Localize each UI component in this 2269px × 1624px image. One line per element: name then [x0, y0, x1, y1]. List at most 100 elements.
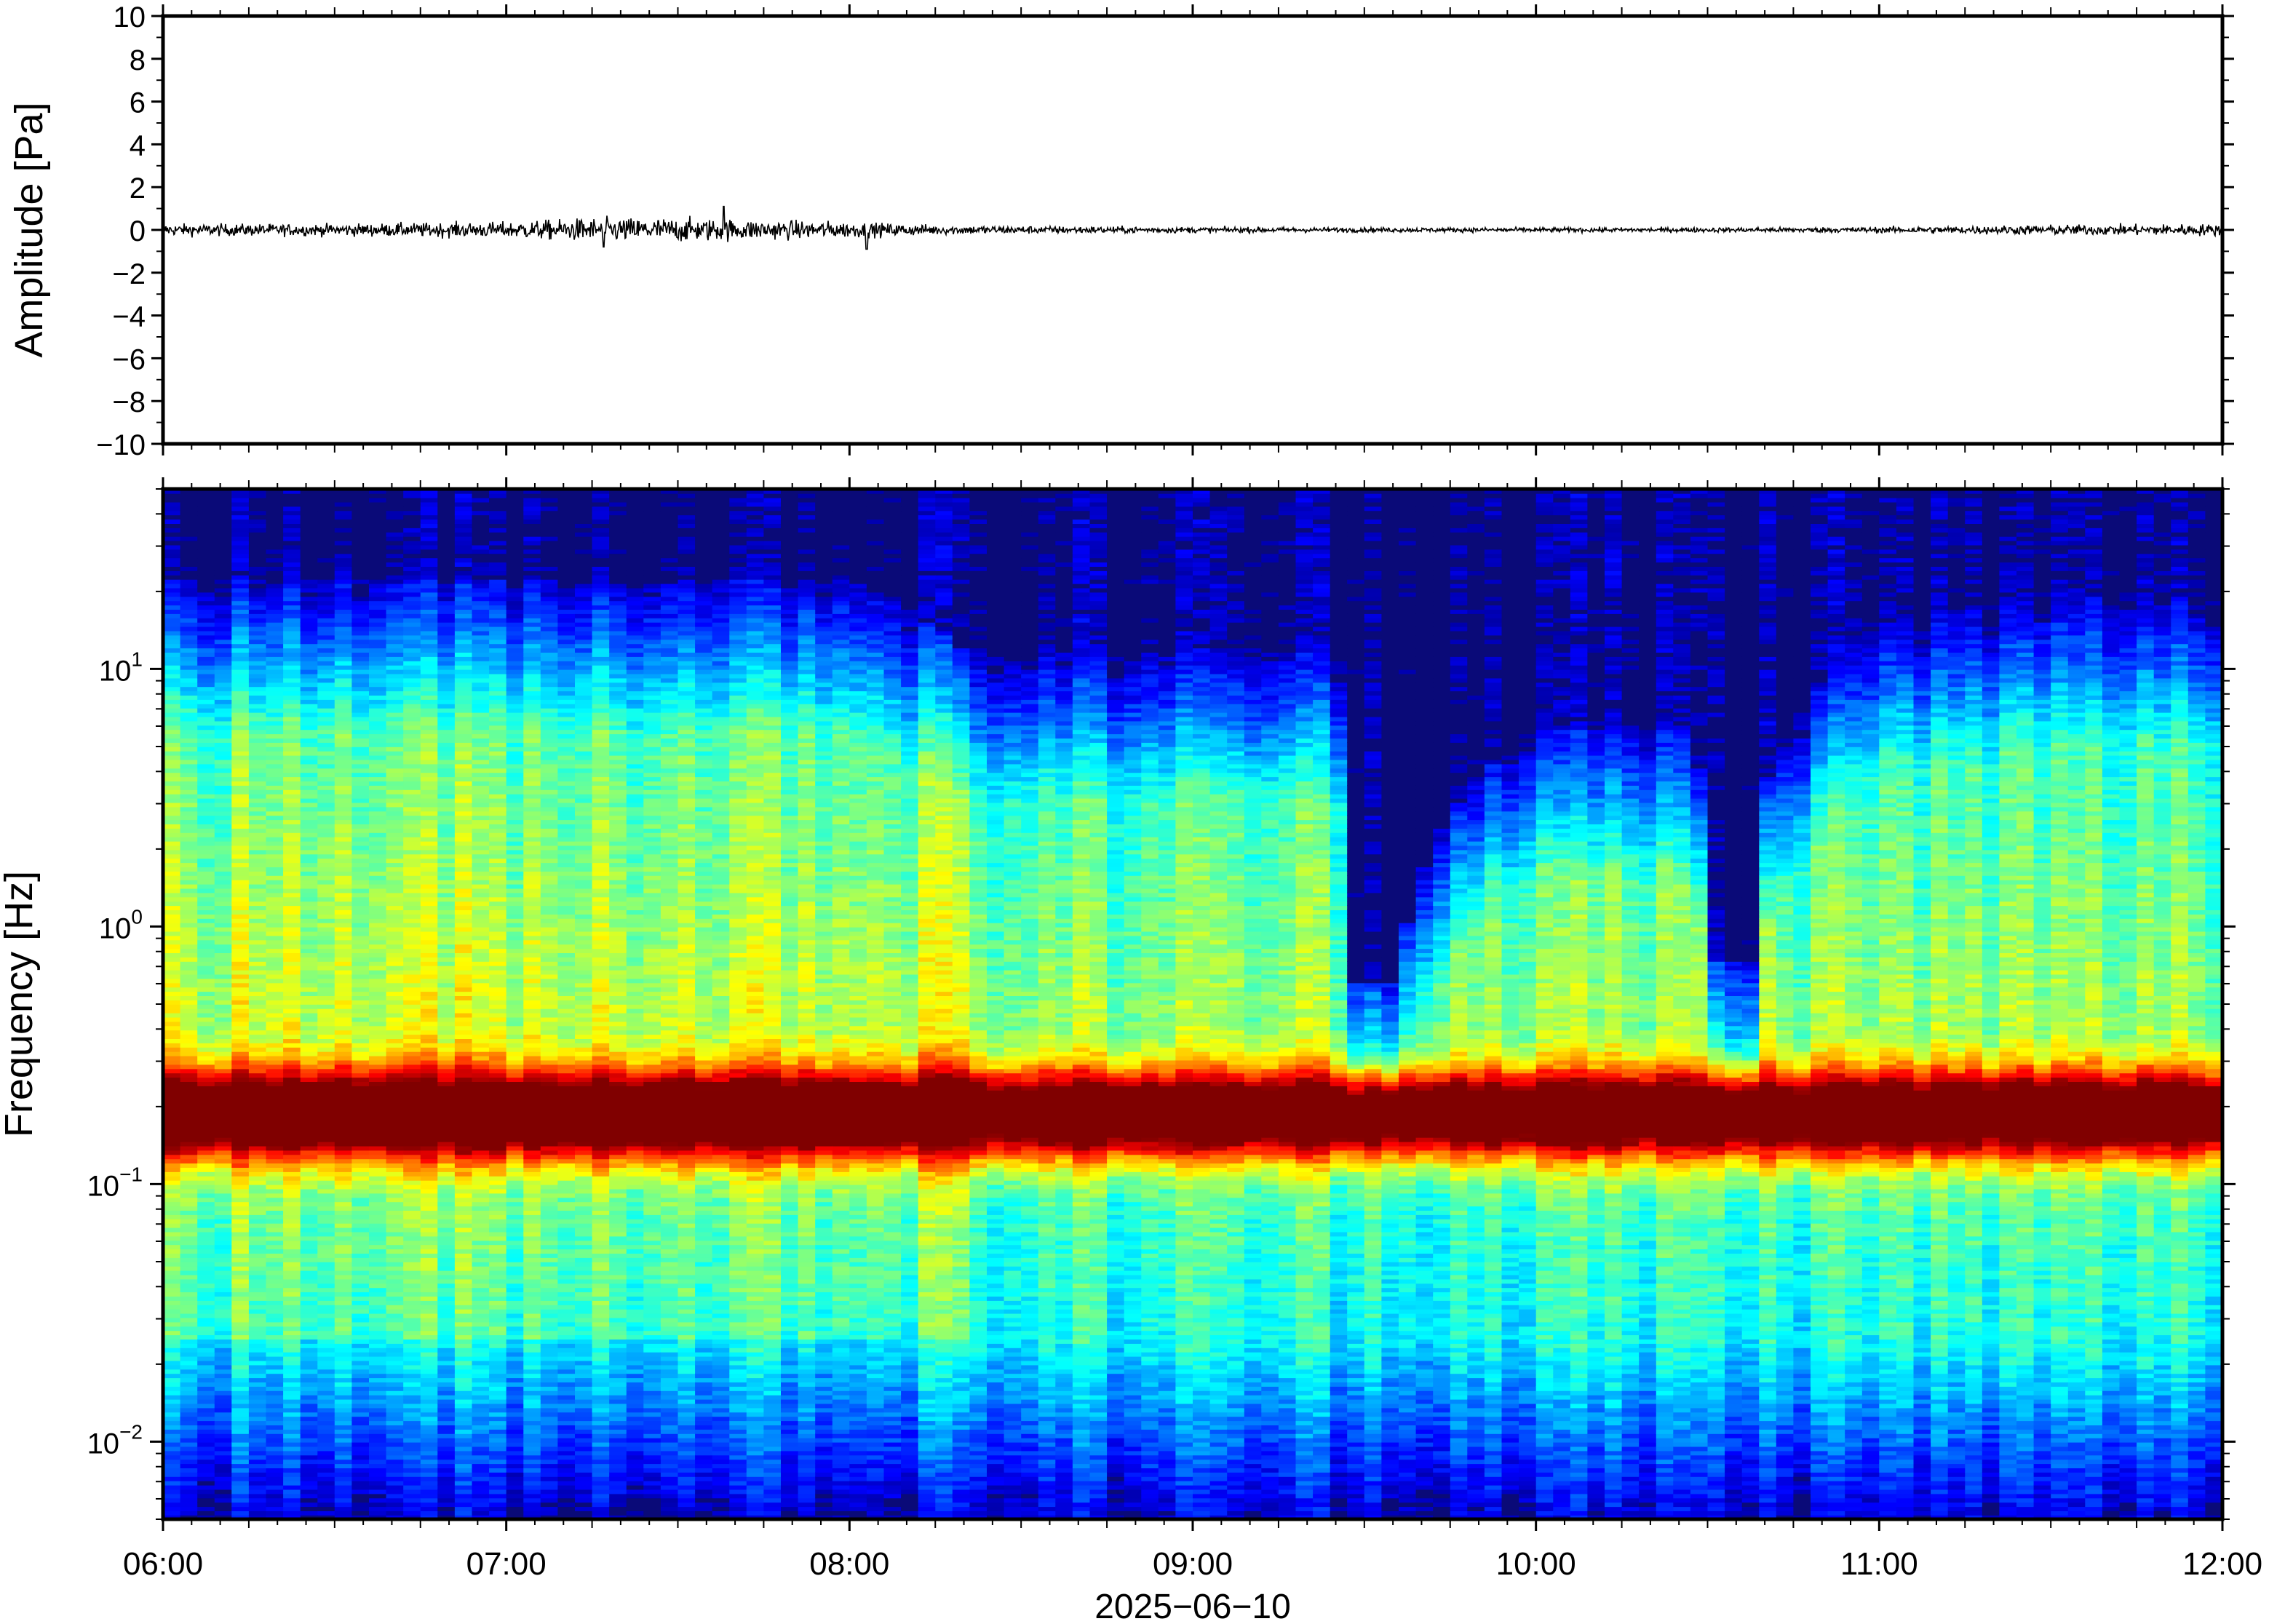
spectrogram-cell [317, 635, 335, 640]
spectrogram-cell [215, 1107, 232, 1112]
spectrogram-cell [180, 493, 198, 498]
spectrogram-cell [215, 875, 232, 880]
spectrogram-cell [369, 824, 386, 829]
spectrogram-cell [266, 1399, 284, 1404]
spectrogram-cell [283, 678, 301, 683]
spectrogram-cell [215, 957, 232, 962]
spectrogram-cell [489, 862, 506, 867]
spectrogram-cell [489, 1485, 506, 1490]
spectrogram-cell [455, 837, 472, 842]
spectrogram-cell [335, 648, 352, 653]
spectrogram-cell [231, 957, 249, 962]
spectrogram-cell [163, 789, 180, 795]
spectrogram-cell [455, 1404, 472, 1409]
spectrogram-cell [489, 1296, 506, 1301]
spectrogram-cell [317, 699, 335, 704]
spectrogram-cell [266, 1429, 284, 1434]
spectrogram-cell [163, 622, 180, 627]
spectrogram-cell [472, 493, 490, 498]
spectrogram-cell [335, 631, 352, 636]
spectrogram-cell [197, 699, 215, 704]
spectrogram-cell [335, 1429, 352, 1434]
spectrogram-cell [231, 1489, 249, 1494]
spectrogram-cell [403, 1498, 421, 1503]
spectrogram-cell [163, 695, 180, 700]
spectrogram-cell [163, 1124, 180, 1129]
spectrogram-cell [472, 1408, 490, 1413]
spectrogram-cell [197, 493, 215, 498]
spectrogram-cell [249, 498, 266, 503]
spectrogram-cell [301, 1275, 318, 1280]
spectrogram-cell [403, 819, 421, 824]
spectrogram-cell [369, 1262, 386, 1267]
spectrogram-cell [197, 1330, 215, 1335]
spectrogram-cell [386, 811, 404, 816]
spectrogram-cell [437, 1120, 455, 1125]
spectrogram-cell [317, 1146, 335, 1151]
spectrogram-cell [335, 613, 352, 618]
spectrogram-cell [437, 1506, 455, 1511]
spectrogram-cell [180, 665, 198, 670]
spectrogram-cell [317, 1000, 335, 1005]
spectrogram-cell [249, 1219, 266, 1224]
spectrogram-cell [386, 575, 404, 580]
spectrogram-cell [163, 1107, 180, 1112]
spectrogram-cell [421, 704, 438, 709]
spectrogram-cell [163, 871, 180, 876]
spectrogram-cell [283, 1390, 301, 1396]
spectrogram-cell [215, 1017, 232, 1022]
spectrogram-cell [180, 905, 198, 910]
spectrogram-cell [403, 686, 421, 691]
spectrogram-cell [335, 1291, 352, 1297]
spectrogram-cell [472, 1373, 490, 1378]
spectrogram-cell [249, 712, 266, 717]
spectrogram-cell [231, 936, 249, 941]
spectrogram-cell [301, 1425, 318, 1430]
spectrogram-cell [437, 819, 455, 824]
spectrogram-cell [163, 1000, 180, 1005]
spectrogram-cell [163, 733, 180, 739]
spectrogram-cell [317, 862, 335, 867]
spectrogram-cell [437, 502, 455, 507]
spectrogram-cell [351, 1244, 369, 1249]
spectrogram-cell [231, 1120, 249, 1125]
spectrogram-cell [369, 901, 386, 906]
spectrogram-cell [437, 893, 455, 898]
spectrogram-cell [421, 1287, 438, 1292]
spectrogram-cell [403, 1107, 421, 1112]
spectrogram-cell [197, 1334, 215, 1340]
spectrogram-cell [163, 549, 180, 554]
spectrogram-cell [215, 609, 232, 614]
spectrogram-cell [317, 841, 335, 846]
spectrogram-cell [489, 1343, 506, 1348]
spectrogram-cell [266, 905, 284, 910]
spectrogram-cell [386, 1030, 404, 1035]
spectrogram-cell [386, 1279, 404, 1284]
spectrogram-cell [231, 597, 249, 602]
spectrogram-cell [266, 1455, 284, 1460]
spectrogram-cell [163, 1155, 180, 1160]
spectrogram-cell [266, 1339, 284, 1344]
spectrogram-cell [266, 1270, 284, 1275]
spectrogram-cell [351, 798, 369, 803]
spectrogram-cell [455, 523, 472, 528]
spectrogram-cell [163, 686, 180, 691]
spectrogram-cell [301, 1455, 318, 1460]
spectrogram-cell [489, 1137, 506, 1142]
spectrogram-cell [215, 742, 232, 747]
spectrogram-cell [455, 1476, 472, 1481]
spectrogram-cell [472, 712, 490, 717]
spectrogram-cell [301, 1176, 318, 1181]
spectrogram-cell [180, 1034, 198, 1039]
spectrogram-cell [369, 850, 386, 855]
spectrogram-cell [437, 1022, 455, 1027]
spectrogram-cell [403, 1408, 421, 1413]
spectrogram-cell [197, 1099, 215, 1104]
spectrogram-cell [437, 1236, 455, 1241]
spectrogram-cell [231, 1253, 249, 1258]
spectrogram-cell [351, 626, 369, 632]
spectrogram-cell [283, 1266, 301, 1271]
spectrogram-cell [163, 785, 180, 790]
spectrogram-cell [437, 1227, 455, 1233]
spectrogram-cell [403, 498, 421, 503]
